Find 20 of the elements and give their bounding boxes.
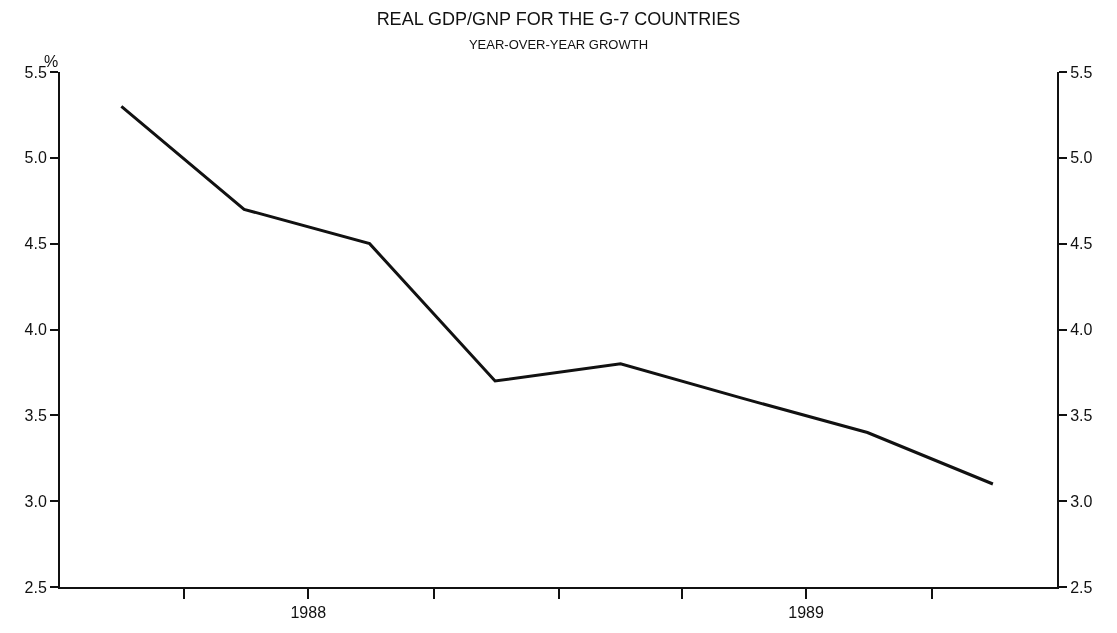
y2-tick-label: 2.5 [1070, 578, 1093, 596]
y2-tick-label: 4.5 [1070, 235, 1093, 253]
y-tick-label: 4.5 [24, 235, 47, 253]
y-tick-label: 5.5 [24, 63, 47, 81]
y2-tick-label: 3.0 [1070, 492, 1093, 510]
chart-subtitle: YEAR-OVER-YEAR GROWTH [468, 36, 649, 52]
y2-tick-label: 5.0 [1070, 149, 1093, 167]
y-tick-label: 4.0 [24, 321, 47, 339]
y2-tick-label: 3.5 [1070, 406, 1093, 424]
x-tick-label: 1988 [290, 604, 327, 622]
chart-title: REAL GDP/GNP FOR THE G-7 COUNTRIES [376, 9, 741, 30]
y-tick-label: 3.0 [24, 492, 47, 510]
y2-tick-label: 4.0 [1070, 321, 1093, 339]
y-axis-title: % [44, 53, 59, 70]
y-tick-label: 5.0 [24, 149, 47, 167]
x-tick-label: 1989 [788, 604, 824, 622]
y-tick-label: 2.5 [24, 578, 47, 596]
line-series [119, 104, 995, 486]
y-tick-label: 3.5 [24, 406, 47, 424]
y2-tick-label: 5.5 [1070, 63, 1093, 81]
